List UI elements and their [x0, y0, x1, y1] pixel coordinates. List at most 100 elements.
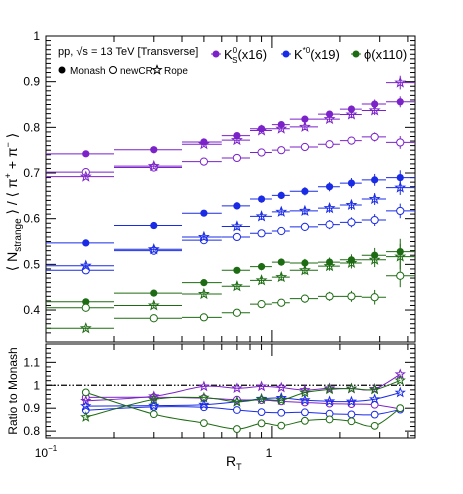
- kstar0-newcr-point: [278, 227, 285, 234]
- kstar0-newcr-monash-point: [371, 411, 378, 418]
- ylabel-end: ⟩: [4, 133, 20, 142]
- phi-newcr-monash-point: [200, 420, 207, 427]
- phi-monash-point: [258, 263, 265, 270]
- phi-newcr-point: [200, 314, 207, 321]
- x-tick-label-0p1: 10−1: [35, 444, 58, 460]
- phi-newcr-point: [82, 304, 89, 311]
- phi-newcr-monash-point: [150, 411, 157, 418]
- ylabel-mid: + π: [4, 147, 20, 173]
- main-data-marks: [46, 76, 415, 332]
- phi-newcr-point: [371, 294, 378, 301]
- kstar0-monash-point: [82, 239, 89, 246]
- kstar0-newcr-point: [301, 223, 308, 230]
- kstar0-monash-point: [258, 195, 265, 202]
- phi-newcr-point: [326, 293, 333, 300]
- k0s-newcr-point: [397, 139, 404, 146]
- phi-rope-monash-point: [396, 376, 405, 384]
- phi-newcr-point: [278, 299, 285, 306]
- kstar0-monash-point: [301, 188, 308, 195]
- phi-newcr-point: [397, 272, 404, 279]
- k0s-monash-point: [150, 146, 157, 153]
- ratio-y-tick-label: 0.8: [23, 424, 40, 438]
- legend-phi: ϕ(x110): [351, 47, 407, 62]
- x-tick-label-1: 1: [266, 446, 273, 460]
- kstar0-newcr-monash-point: [302, 409, 309, 416]
- kstar0-rope-monash-point: [396, 388, 405, 396]
- kstar0-monash-point: [371, 176, 378, 183]
- kstar0-newcr-point: [348, 219, 355, 226]
- legend-newcr-label: newCR: [120, 66, 153, 77]
- phi-newcr-monash-point: [258, 420, 265, 427]
- kstar0-monash-point: [326, 183, 333, 190]
- phi-monash-point: [278, 258, 285, 265]
- legend-rope-marker: [153, 66, 162, 74]
- phi-newcr-point: [233, 309, 240, 316]
- phi-newcr-monash-point: [278, 422, 285, 429]
- kstar0-monash-point: [233, 202, 240, 209]
- kstar0-monash-point: [397, 174, 404, 181]
- kstar0-monash-point: [278, 192, 285, 199]
- kstar0-newcr-point: [326, 221, 333, 228]
- phi-newcr-monash-point: [302, 417, 309, 424]
- phi-newcr-monash-point: [371, 422, 378, 429]
- legend-monash-marker: [59, 67, 66, 74]
- ratio-y-tick-label: 1.1: [23, 355, 40, 369]
- kstar0-newcr-monash-point: [258, 409, 265, 416]
- main-y-tick-label: 1: [33, 29, 40, 43]
- legend-k0s-marker: [213, 51, 220, 58]
- ylabel-sub: strange: [13, 218, 24, 252]
- k0s-monash-point: [397, 98, 404, 105]
- phi-newcr-monash-point: [82, 389, 89, 396]
- phi-newcr-monash-point: [348, 418, 355, 425]
- phi-newcr-point: [348, 293, 355, 300]
- main-y-tick-label: 0.7: [23, 166, 40, 180]
- kstar0-monash-point: [348, 179, 355, 186]
- k0s-newcr-point: [301, 143, 308, 150]
- ylabel-open: ⟨ N: [4, 252, 20, 271]
- main-y-tick-label: 0.6: [23, 212, 40, 226]
- x-axis-title: RT: [226, 453, 242, 472]
- phi-monash-point: [233, 267, 240, 274]
- main-y-tick-label: 0.9: [23, 75, 40, 89]
- legend-kstar0: K*0(x19): [281, 46, 340, 62]
- kstar0-newcr-point: [233, 233, 240, 240]
- legend-k0s-label: K0 S(x16): [224, 46, 267, 65]
- phi-monash-point: [200, 279, 207, 286]
- phi-monash-point: [150, 290, 157, 297]
- k0s-newcr-point: [200, 158, 207, 165]
- ratio-y-tick-label: 0.9: [23, 401, 40, 415]
- phi-newcr-point: [150, 315, 157, 322]
- collision-annotation: pp, √s = 13 TeV [Transverse]: [58, 46, 198, 58]
- k0s-monash-point: [82, 150, 89, 157]
- legend-monash-label: Monash: [70, 66, 106, 77]
- main-y-axis-title: ⟨ Nstrange ⟩ / ⟨ π+ + π− ⟩: [3, 133, 24, 271]
- kstar0-monash-point: [150, 222, 157, 229]
- particle-legend: K0 S(x16) K*0(x19) ϕ(x110): [211, 46, 407, 65]
- phi-newcr-monash-point: [234, 426, 241, 433]
- main-y-tick-label: 0.5: [23, 257, 40, 271]
- k0s-newcr-point: [233, 154, 240, 161]
- legend-kstar0-marker: [283, 51, 290, 58]
- main-y-tick-label: 0.8: [23, 120, 40, 134]
- kstar0-newcr-point: [371, 216, 378, 223]
- ratio-data-marks: [46, 370, 415, 433]
- legend-newcr-marker: [110, 67, 117, 74]
- k0s-newcr-point: [326, 141, 333, 148]
- kstar0-monash-point: [200, 210, 207, 217]
- model-legend: Monash newCR Rope: [59, 66, 189, 78]
- k0s-newcr-point: [371, 133, 378, 140]
- kstar0-newcr-monash-point: [234, 407, 241, 414]
- legend-phi-marker: [353, 51, 360, 58]
- legend-rope-label: Rope: [164, 66, 188, 77]
- phi-newcr-point: [258, 300, 265, 307]
- main-y-tick-label: 0.4: [23, 303, 40, 317]
- phi-newcr-monash-point: [326, 416, 333, 423]
- k0s-newcr-point: [258, 149, 265, 156]
- kstar0-newcr-monash-point: [278, 409, 285, 416]
- k0s-newcr-point: [278, 147, 285, 154]
- legend-phi-label: ϕ(x110): [364, 47, 407, 62]
- k0s-newcr-point: [348, 137, 355, 144]
- ratio-y-tick-label: 1: [33, 378, 40, 392]
- phi-newcr-point: [301, 295, 308, 302]
